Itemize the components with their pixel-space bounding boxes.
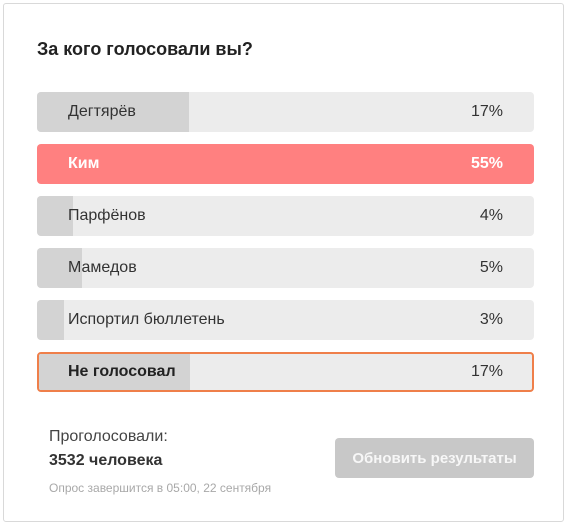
poll-option-did-not-vote[interactable]: Не голосовал 17% — [37, 352, 534, 392]
poll-card: За кого голосовали вы? Дегтярёв 17% Ким … — [3, 3, 564, 522]
option-percent-bar — [37, 248, 82, 288]
option-percent-bar — [39, 354, 190, 390]
option-percent: 5% — [479, 259, 503, 276]
poll-option-parfenov[interactable]: Парфёнов 4% — [37, 196, 534, 236]
refresh-results-button[interactable]: Обновить результаты — [335, 438, 534, 478]
option-percent-bar — [37, 300, 64, 340]
poll-option-degtyarev[interactable]: Дегтярёв 17% — [37, 92, 534, 132]
option-percent: 17% — [470, 103, 503, 120]
voted-label: Проголосовали: — [49, 428, 168, 445]
option-percent: 4% — [479, 207, 503, 224]
poll-end-notice: Опрос завершится в 05:00, 22 сентября — [49, 481, 272, 495]
poll-option-mamedov[interactable]: Мамедов 5% — [37, 248, 534, 288]
option-percent-bar — [37, 92, 190, 132]
option-label: Дегтярёв — [68, 103, 136, 120]
option-percent: 3% — [479, 311, 503, 328]
option-percent: 17% — [470, 363, 503, 380]
option-label: Ким — [68, 155, 100, 172]
option-label: Испортил бюллетень — [68, 311, 225, 328]
option-percent: 55% — [470, 155, 503, 172]
option-label: Не голосовал — [68, 363, 176, 380]
option-label: Парфёнов — [68, 207, 146, 224]
poll-title: За кого голосовали вы? — [37, 39, 253, 59]
option-percent-bar — [37, 196, 73, 236]
voted-count: 3532 человека — [49, 452, 163, 469]
poll-option-kim[interactable]: Ким 55% — [37, 144, 534, 184]
option-label: Мамедов — [68, 259, 137, 276]
poll-option-spoiled-ballot[interactable]: Испортил бюллетень 3% — [37, 300, 534, 340]
